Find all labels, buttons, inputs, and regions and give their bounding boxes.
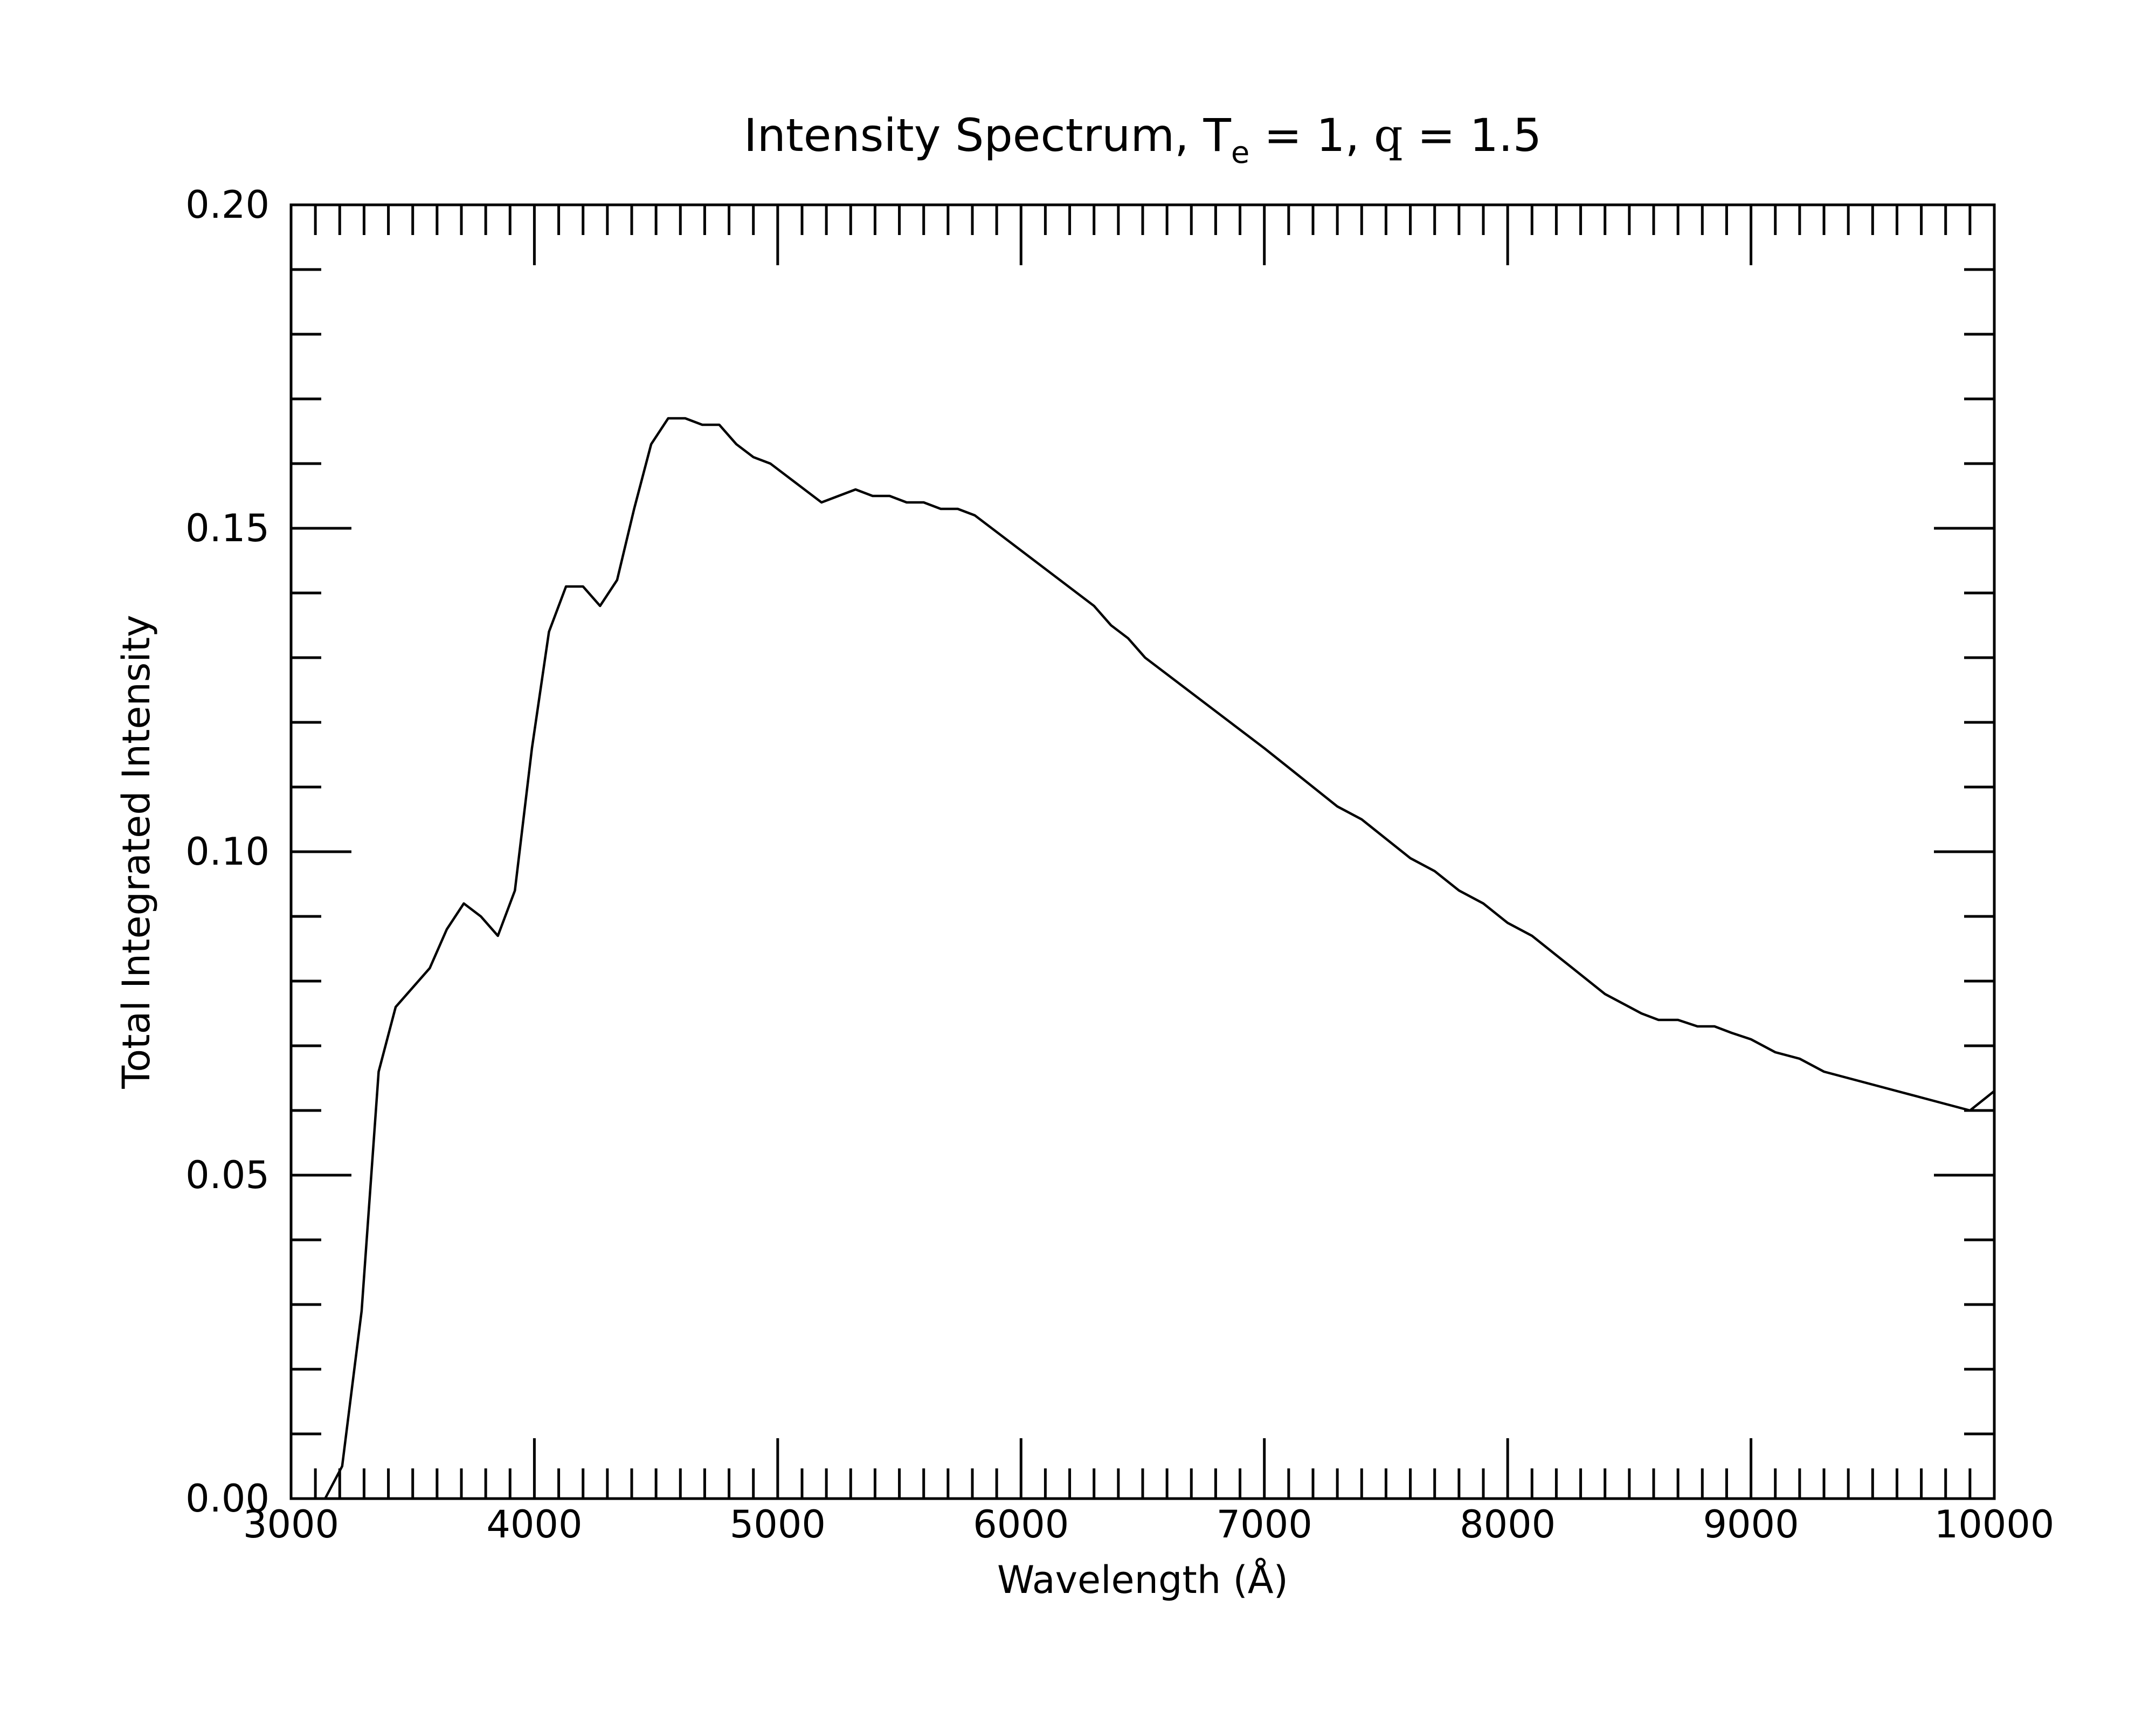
x-tick-label: 5000: [730, 1502, 826, 1547]
chart-title-prefix: Intensity Spectrum, T: [744, 109, 1232, 162]
y-tick-label: 0.15: [185, 506, 270, 550]
chart-title-mid: = 1,: [1249, 109, 1374, 162]
x-tick-label: 8000: [1460, 1502, 1556, 1547]
x-tick-label: 10000: [1934, 1502, 2055, 1547]
x-tick-label: 7000: [1217, 1502, 1312, 1547]
y-tick-label: 0.10: [185, 830, 270, 874]
y-axis-label: Total Integrated Intensity: [114, 615, 158, 1089]
x-axis-label: Wavelength (Å): [997, 1558, 1288, 1602]
chart-title-subscript: e: [1231, 135, 1249, 170]
chart-title-suffix: = 1.5: [1403, 109, 1542, 162]
x-tick-label: 9000: [1703, 1502, 1799, 1547]
series-line: [315, 417, 1995, 1500]
chart-title-symbol: q: [1374, 109, 1403, 162]
chart-title: Intensity Spectrum, Te = 1, q = 1.5: [744, 109, 1542, 170]
plot-frame: [289, 203, 1996, 1500]
y-tick-label: 0.05: [185, 1153, 270, 1197]
y-tick-label: 0.20: [185, 183, 270, 227]
y-tick-label: 0.00: [185, 1476, 270, 1521]
axis-ticks: [289, 203, 1996, 1500]
x-tick-label: 3000: [243, 1502, 339, 1547]
x-tick-label: 4000: [486, 1502, 582, 1547]
x-tick-label: 6000: [973, 1502, 1069, 1547]
axis-tick-labels: 3000 4000 5000 6000 7000 8000 9000 10000 0.00 0.0…: [185, 183, 2054, 1547]
